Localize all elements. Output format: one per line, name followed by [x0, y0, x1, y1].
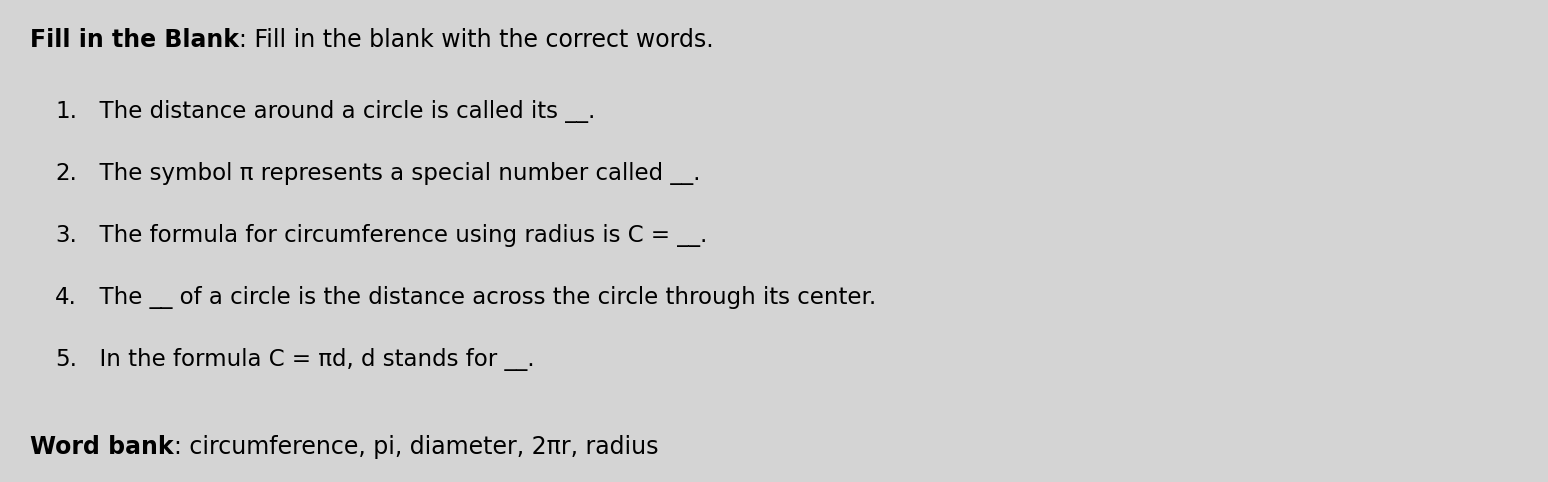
Text: : Fill in the blank with the correct words.: : Fill in the blank with the correct wor… [238, 28, 714, 52]
Text: The distance around a circle is called its __.: The distance around a circle is called i… [85, 100, 596, 123]
Text: Fill in the Blank: Fill in the Blank [29, 28, 238, 52]
Text: The __ of a circle is the distance across the circle through its center.: The __ of a circle is the distance acros… [85, 286, 876, 309]
Text: Word bank: Word bank [29, 435, 173, 459]
Text: The formula for circumference using radius is C = __.: The formula for circumference using radi… [85, 224, 707, 247]
Text: The symbol π represents a special number called __.: The symbol π represents a special number… [85, 162, 700, 185]
Text: 4.: 4. [56, 286, 77, 309]
Text: 2.: 2. [56, 162, 77, 185]
Text: 3.: 3. [56, 224, 77, 247]
Text: : circumference, pi, diameter, 2πr, radius: : circumference, pi, diameter, 2πr, radi… [173, 435, 658, 459]
Text: In the formula C = πd, d stands for __.: In the formula C = πd, d stands for __. [85, 348, 534, 371]
Text: 5.: 5. [56, 348, 77, 371]
Text: 1.: 1. [56, 100, 77, 123]
